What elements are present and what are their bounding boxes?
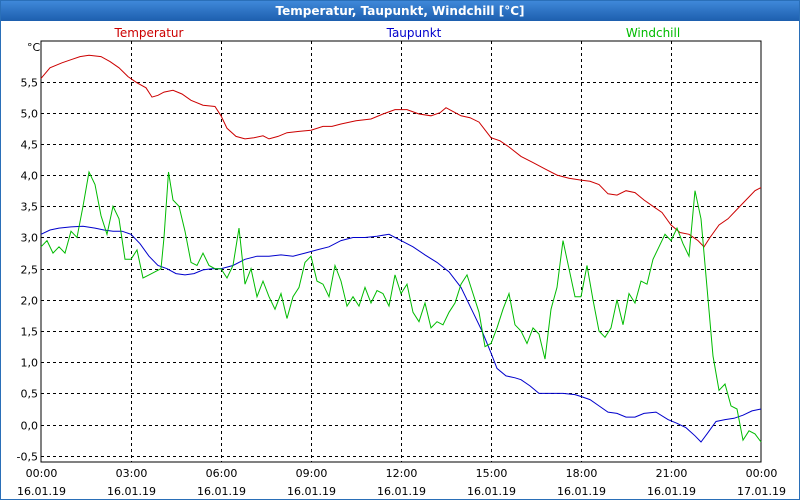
x-tick-time: 00:00 — [26, 467, 58, 480]
window-title: Temperatur, Taupunkt, Windchill [°C] — [1, 1, 799, 21]
y-tick-label: 4,5 — [21, 139, 39, 152]
x-tick-time: 06:00 — [206, 467, 238, 480]
y-tick-label: 5,5 — [21, 77, 39, 90]
legend-windchill: Windchill — [626, 26, 680, 40]
y-tick-label: 5,0 — [21, 108, 39, 121]
x-tick-date: 16.01.19 — [557, 485, 606, 498]
x-tick-date: 16.01.19 — [377, 485, 426, 498]
x-tick-date: 16.01.19 — [17, 485, 66, 498]
y-tick-label: 4,0 — [21, 170, 39, 183]
legend-taupunkt: Taupunkt — [386, 26, 442, 40]
y-tick-label: 1,0 — [21, 357, 39, 370]
series-line-temperatur — [40, 54, 762, 248]
y-tick-label: 3,0 — [21, 232, 39, 245]
x-tick-time: 03:00 — [116, 467, 148, 480]
y-tick-label: 2,5 — [21, 264, 39, 277]
x-tick-date: 16.01.19 — [107, 485, 156, 498]
y-tick-label: 1,5 — [21, 326, 39, 339]
x-tick-date: 16.01.19 — [647, 485, 696, 498]
y-tick-label: 0,5 — [21, 388, 39, 401]
series-line-windchill — [40, 170, 762, 443]
x-tick-date: 16.01.19 — [467, 485, 516, 498]
y-tick-label: 2,0 — [21, 295, 39, 308]
series-line-taupunkt — [40, 225, 762, 443]
y-tick-label: 0,0 — [21, 420, 39, 433]
x-tick-time: 15:00 — [476, 467, 508, 480]
y-axis-label: °C — [27, 41, 41, 54]
y-tick-label: -0,5 — [17, 451, 38, 464]
x-tick-date: 16.01.19 — [197, 485, 246, 498]
x-tick-date: 16.01.19 — [287, 485, 336, 498]
x-tick-date: 17.01.19 — [737, 485, 786, 498]
x-tick-time: 00:00 — [746, 467, 778, 480]
x-tick-time: 12:00 — [386, 467, 418, 480]
x-tick-time: 18:00 — [566, 467, 598, 480]
legend-temperatur: Temperatur — [114, 26, 184, 40]
line-chart: -0,5 0,0 0,5 1,0 1,5 2,0 2,5 3,0 3,5 4,0 4,5 5,0 5,5… — [17, 26, 786, 498]
x-tick-time: 21:00 — [656, 467, 688, 480]
y-tick-label: 3,5 — [21, 201, 39, 214]
x-tick-time: 09:00 — [296, 467, 328, 480]
